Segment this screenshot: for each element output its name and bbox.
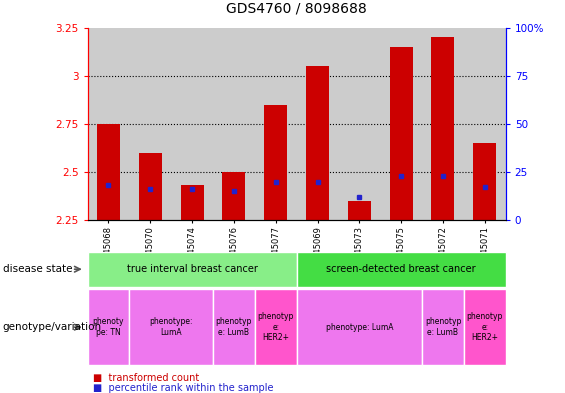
Bar xyxy=(139,152,162,220)
Text: genotype/variation: genotype/variation xyxy=(3,322,102,332)
Text: ■  percentile rank within the sample: ■ percentile rank within the sample xyxy=(93,383,273,393)
Text: disease state: disease state xyxy=(3,264,72,274)
Bar xyxy=(306,66,329,220)
Text: phenoty
pe: TN: phenoty pe: TN xyxy=(93,318,124,337)
Text: ■  transformed count: ■ transformed count xyxy=(93,373,199,383)
Text: screen-detected breast cancer: screen-detected breast cancer xyxy=(327,264,476,274)
Bar xyxy=(264,105,287,220)
Text: phenotyp
e: LumB: phenotyp e: LumB xyxy=(216,318,252,337)
Bar xyxy=(390,47,412,220)
Text: true interval breast cancer: true interval breast cancer xyxy=(127,264,258,274)
Text: phenotyp
e:
HER2+: phenotyp e: HER2+ xyxy=(258,312,294,342)
Text: GDS4760 / 8098688: GDS4760 / 8098688 xyxy=(226,2,367,16)
Bar xyxy=(432,37,454,220)
Bar xyxy=(348,201,371,220)
Bar xyxy=(97,124,120,220)
Text: phenotyp
e: LumB: phenotyp e: LumB xyxy=(425,318,461,337)
Bar xyxy=(181,185,203,220)
Text: phenotype: LumA: phenotype: LumA xyxy=(325,323,393,332)
Text: phenotyp
e:
HER2+: phenotyp e: HER2+ xyxy=(467,312,503,342)
Bar xyxy=(473,143,496,220)
Text: phenotype:
LumA: phenotype: LumA xyxy=(150,318,193,337)
Bar xyxy=(223,172,245,220)
